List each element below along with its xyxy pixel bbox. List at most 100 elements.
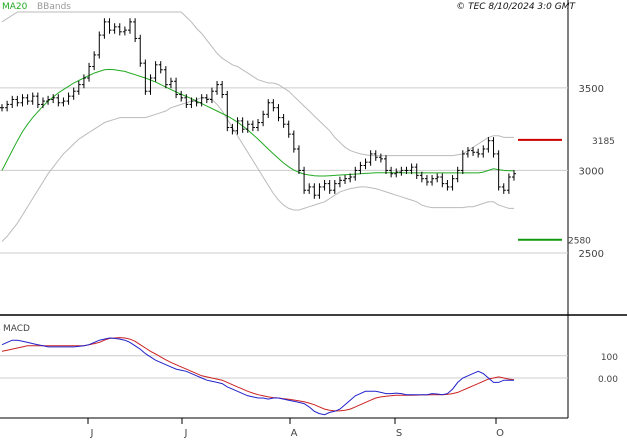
ma20-line: [1, 68, 514, 177]
ohlc-bar: [368, 150, 373, 166]
macd-tick-label: 100: [601, 353, 618, 363]
ohlc-bar: [332, 179, 337, 194]
ohlc-bar: [394, 168, 399, 178]
ohlc-bar: [460, 150, 465, 175]
ohlc-bar: [245, 120, 250, 133]
macd-title: MACD: [3, 324, 30, 334]
macd-line: [1, 337, 514, 416]
bband-upper-line: [1, 11, 514, 157]
ohlc-bar: [92, 51, 97, 71]
ohlc-bar: [199, 94, 204, 107]
ohlc-bar: [358, 161, 363, 175]
ohlc-bar: [327, 179, 332, 194]
ohlc-bar: [486, 137, 491, 153]
price-panel: 3500 3000 2500 3185 2580: [0, 0, 627, 418]
price-tick-label: 3000: [579, 166, 604, 177]
ohlc-bar: [455, 166, 460, 183]
ohlc-bar: [465, 146, 470, 158]
ohlc-bar: [215, 80, 220, 95]
x-tick-label: J: [184, 428, 188, 439]
ohlc-bar: [343, 175, 348, 184]
x-tick-label: O: [496, 428, 504, 439]
ohlc-bar: [404, 166, 409, 175]
ohlc-bar: [348, 173, 353, 183]
ma20-legend: MA20: [2, 2, 28, 12]
ohlc-bar: [209, 87, 214, 104]
ohlc-bar: [0, 104, 4, 112]
ohlc-bar: [496, 150, 501, 191]
ohlc-bar: [25, 94, 30, 105]
x-tick-label: S: [396, 428, 402, 439]
ohlc-bar: [30, 92, 35, 105]
bband-lower-line: [1, 97, 514, 242]
ohlc-bar: [512, 170, 516, 181]
ohlc-bar: [184, 94, 189, 109]
macd-panel: 100 0.00: [0, 337, 618, 419]
x-tick-label: A: [291, 428, 298, 439]
ohlc-bar: [148, 74, 153, 95]
ohlc-bar: [261, 110, 266, 127]
ohlc-bar: [112, 23, 117, 34]
ohlc-bar: [163, 66, 168, 89]
ohlc-bar: [506, 173, 511, 194]
ohlc-bar: [153, 61, 158, 82]
ohlc-bar: [40, 97, 45, 109]
price-tick-label: 3500: [579, 84, 604, 95]
ohlc-bar: [389, 166, 394, 178]
ohlc-bar: [450, 175, 455, 191]
ohlc-bar: [122, 26, 127, 36]
ohlc-bar: [276, 104, 281, 122]
ohlc-bar: [250, 120, 255, 132]
ohlc-bar: [307, 183, 312, 194]
ohlc-bar: [291, 130, 296, 153]
ohlc-bar: [204, 94, 209, 104]
ohlc-bar: [476, 148, 481, 158]
ohlc-bar: [230, 123, 235, 135]
ohlc-bar: [414, 163, 419, 180]
ohlc-bar: [189, 97, 194, 109]
copyright-text: © TEC 8/10/2024 3:0 GMT: [456, 2, 576, 12]
ohlc-bar: [102, 18, 107, 39]
ohlc-bar: [174, 77, 179, 99]
ohlc-bar: [66, 92, 71, 105]
ohlc-bar: [128, 18, 132, 34]
support-label: 2580: [568, 237, 591, 247]
ohlc-bar: [76, 80, 81, 95]
ohlc-bar: [256, 118, 260, 132]
ohlc-bar: [35, 92, 40, 109]
ohlc-bar: [271, 99, 276, 112]
ohlc-bar: [471, 146, 476, 156]
ohlc-bar: [419, 171, 424, 183]
ohlc-bar: [220, 80, 225, 99]
ohlc-bar: [317, 183, 322, 199]
ohlc-bar: [71, 87, 76, 100]
ohlc-bar: [46, 95, 51, 105]
x-tick-label: J: [90, 428, 94, 439]
ohlc-bar: [20, 94, 25, 107]
ohlc-bar: [10, 95, 15, 109]
ohlc-bar: [435, 173, 440, 183]
ohlc-bar: [286, 120, 291, 138]
ohlc-bar: [240, 117, 245, 133]
macd-signal-line: [1, 337, 515, 412]
ohlc-bar: [430, 175, 435, 186]
ohlc-bar: [51, 94, 56, 104]
ohlc-bar: [373, 150, 378, 161]
ohlc-bar: [302, 166, 307, 194]
ohlc-bar: [445, 179, 450, 191]
ohlc-bar: [117, 23, 122, 36]
ohlc-bar: [322, 179, 327, 191]
ohlc-bar: [481, 145, 486, 158]
ohlc-bar: [61, 97, 66, 107]
ohlc-bar: [384, 155, 388, 175]
ohlc-bar: [133, 18, 138, 43]
ohlc-bar: [281, 113, 286, 128]
ohlc-bar: [337, 176, 342, 188]
ohlc-bar: [399, 166, 404, 176]
ohlc-bar: [353, 166, 358, 181]
ohlc-bar: [138, 34, 143, 67]
ohlc-bar: [5, 100, 10, 112]
ohlc-bar: [194, 97, 199, 107]
ohlc-bar: [501, 183, 506, 194]
